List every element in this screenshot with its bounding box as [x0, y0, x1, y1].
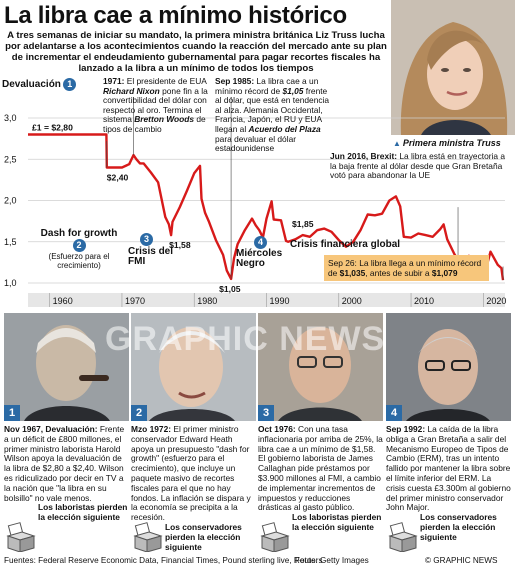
ballot-box-icon: [260, 522, 290, 552]
y-tick-label: 1,0: [4, 278, 17, 288]
x-tick-label: 1980: [197, 296, 217, 306]
label-miercoles: 4 Miércoles Negro: [236, 236, 283, 269]
triangle-icon: ▲: [393, 139, 401, 148]
footer-credit: © GRAPHIC NEWS: [425, 556, 498, 565]
x-tick-label: 1970: [125, 296, 145, 306]
truss-photo: [391, 0, 515, 135]
note-2016: Jun 2016, Brexit: La libra está en traye…: [330, 151, 506, 181]
watermark: GRAPHIC NEWS: [105, 320, 386, 358]
ballot-box-icon: [133, 522, 163, 552]
panel-text-3: Oct 1976: Con una tasa inflacionaria por…: [258, 424, 383, 532]
photo-caption: ▲ Primera ministra Truss: [393, 138, 501, 148]
value-label: $1,05: [219, 284, 241, 294]
page-title: La libra cae a mínimo histórico: [4, 2, 347, 29]
note-1985: Sep 1985: La libra cae a un mínimo récor…: [215, 76, 330, 154]
panel-text-4: Sep 1992: La caída de la libra obliga a …: [386, 424, 511, 542]
value-label: $2,40: [107, 173, 129, 183]
panel-number-2: 2: [131, 405, 147, 421]
label-dash-for-growth: Dash for growth 2 (Esfuerzo para el crec…: [40, 228, 118, 271]
marker-1: 1: [63, 78, 77, 91]
note-sep26: Sep 26: La libra llega a un mínimo récor…: [324, 255, 489, 281]
panel-photo-4: 4: [386, 313, 511, 421]
value-label: £1 = $2,80: [32, 123, 73, 133]
panel-text-1: Nov 1967, Devaluación: Frente a un défic…: [4, 424, 128, 523]
value-label: $1,85: [292, 219, 314, 229]
lede: A tres semanas de iniciar su mandato, la…: [5, 30, 387, 74]
label-crisis-financiera: Crisis financiera global: [290, 239, 401, 250]
panel-number-1: 1: [4, 405, 20, 421]
y-tick-label: 1,5: [4, 237, 17, 247]
marker-3: 3: [140, 233, 153, 246]
marker-2: 2: [72, 238, 86, 252]
y-tick-label: 3,0: [4, 113, 17, 123]
x-tick-label: 1990: [270, 296, 290, 306]
label-devaluacion: Devaluación 1: [2, 78, 77, 91]
x-tick-label: 1960: [53, 296, 73, 306]
panel-photo-1: 1: [4, 313, 129, 421]
y-tick-label: 2,5: [4, 154, 17, 164]
ballot-box-icon: [6, 522, 36, 552]
y-tick-label: 2,0: [4, 196, 17, 206]
note-1971: 1971: El presidente de EUA Richard Nixon…: [103, 76, 208, 134]
x-tick-label: 2020: [486, 296, 506, 306]
footer-photos: Fotos: Getty Images: [295, 556, 369, 565]
x-axis-band: [28, 293, 505, 307]
label-fmi: 3 Crisis del FMI: [128, 233, 174, 267]
marker-4: 4: [254, 236, 267, 249]
panel-photo-3: 3: [258, 313, 383, 421]
x-tick-label: 2000: [342, 296, 362, 306]
panel-photo-2: 2: [131, 313, 256, 421]
footer-sources: Fuentes: Federal Reserve Economic Data, …: [4, 556, 323, 565]
ballot-box-icon: [388, 522, 418, 552]
panel-number-3: 3: [258, 405, 274, 421]
panel-text-2: Mzo 1972: El primer ministro conservador…: [131, 424, 251, 552]
panel-number-4: 4: [386, 405, 402, 421]
x-tick-label: 2010: [414, 296, 434, 306]
